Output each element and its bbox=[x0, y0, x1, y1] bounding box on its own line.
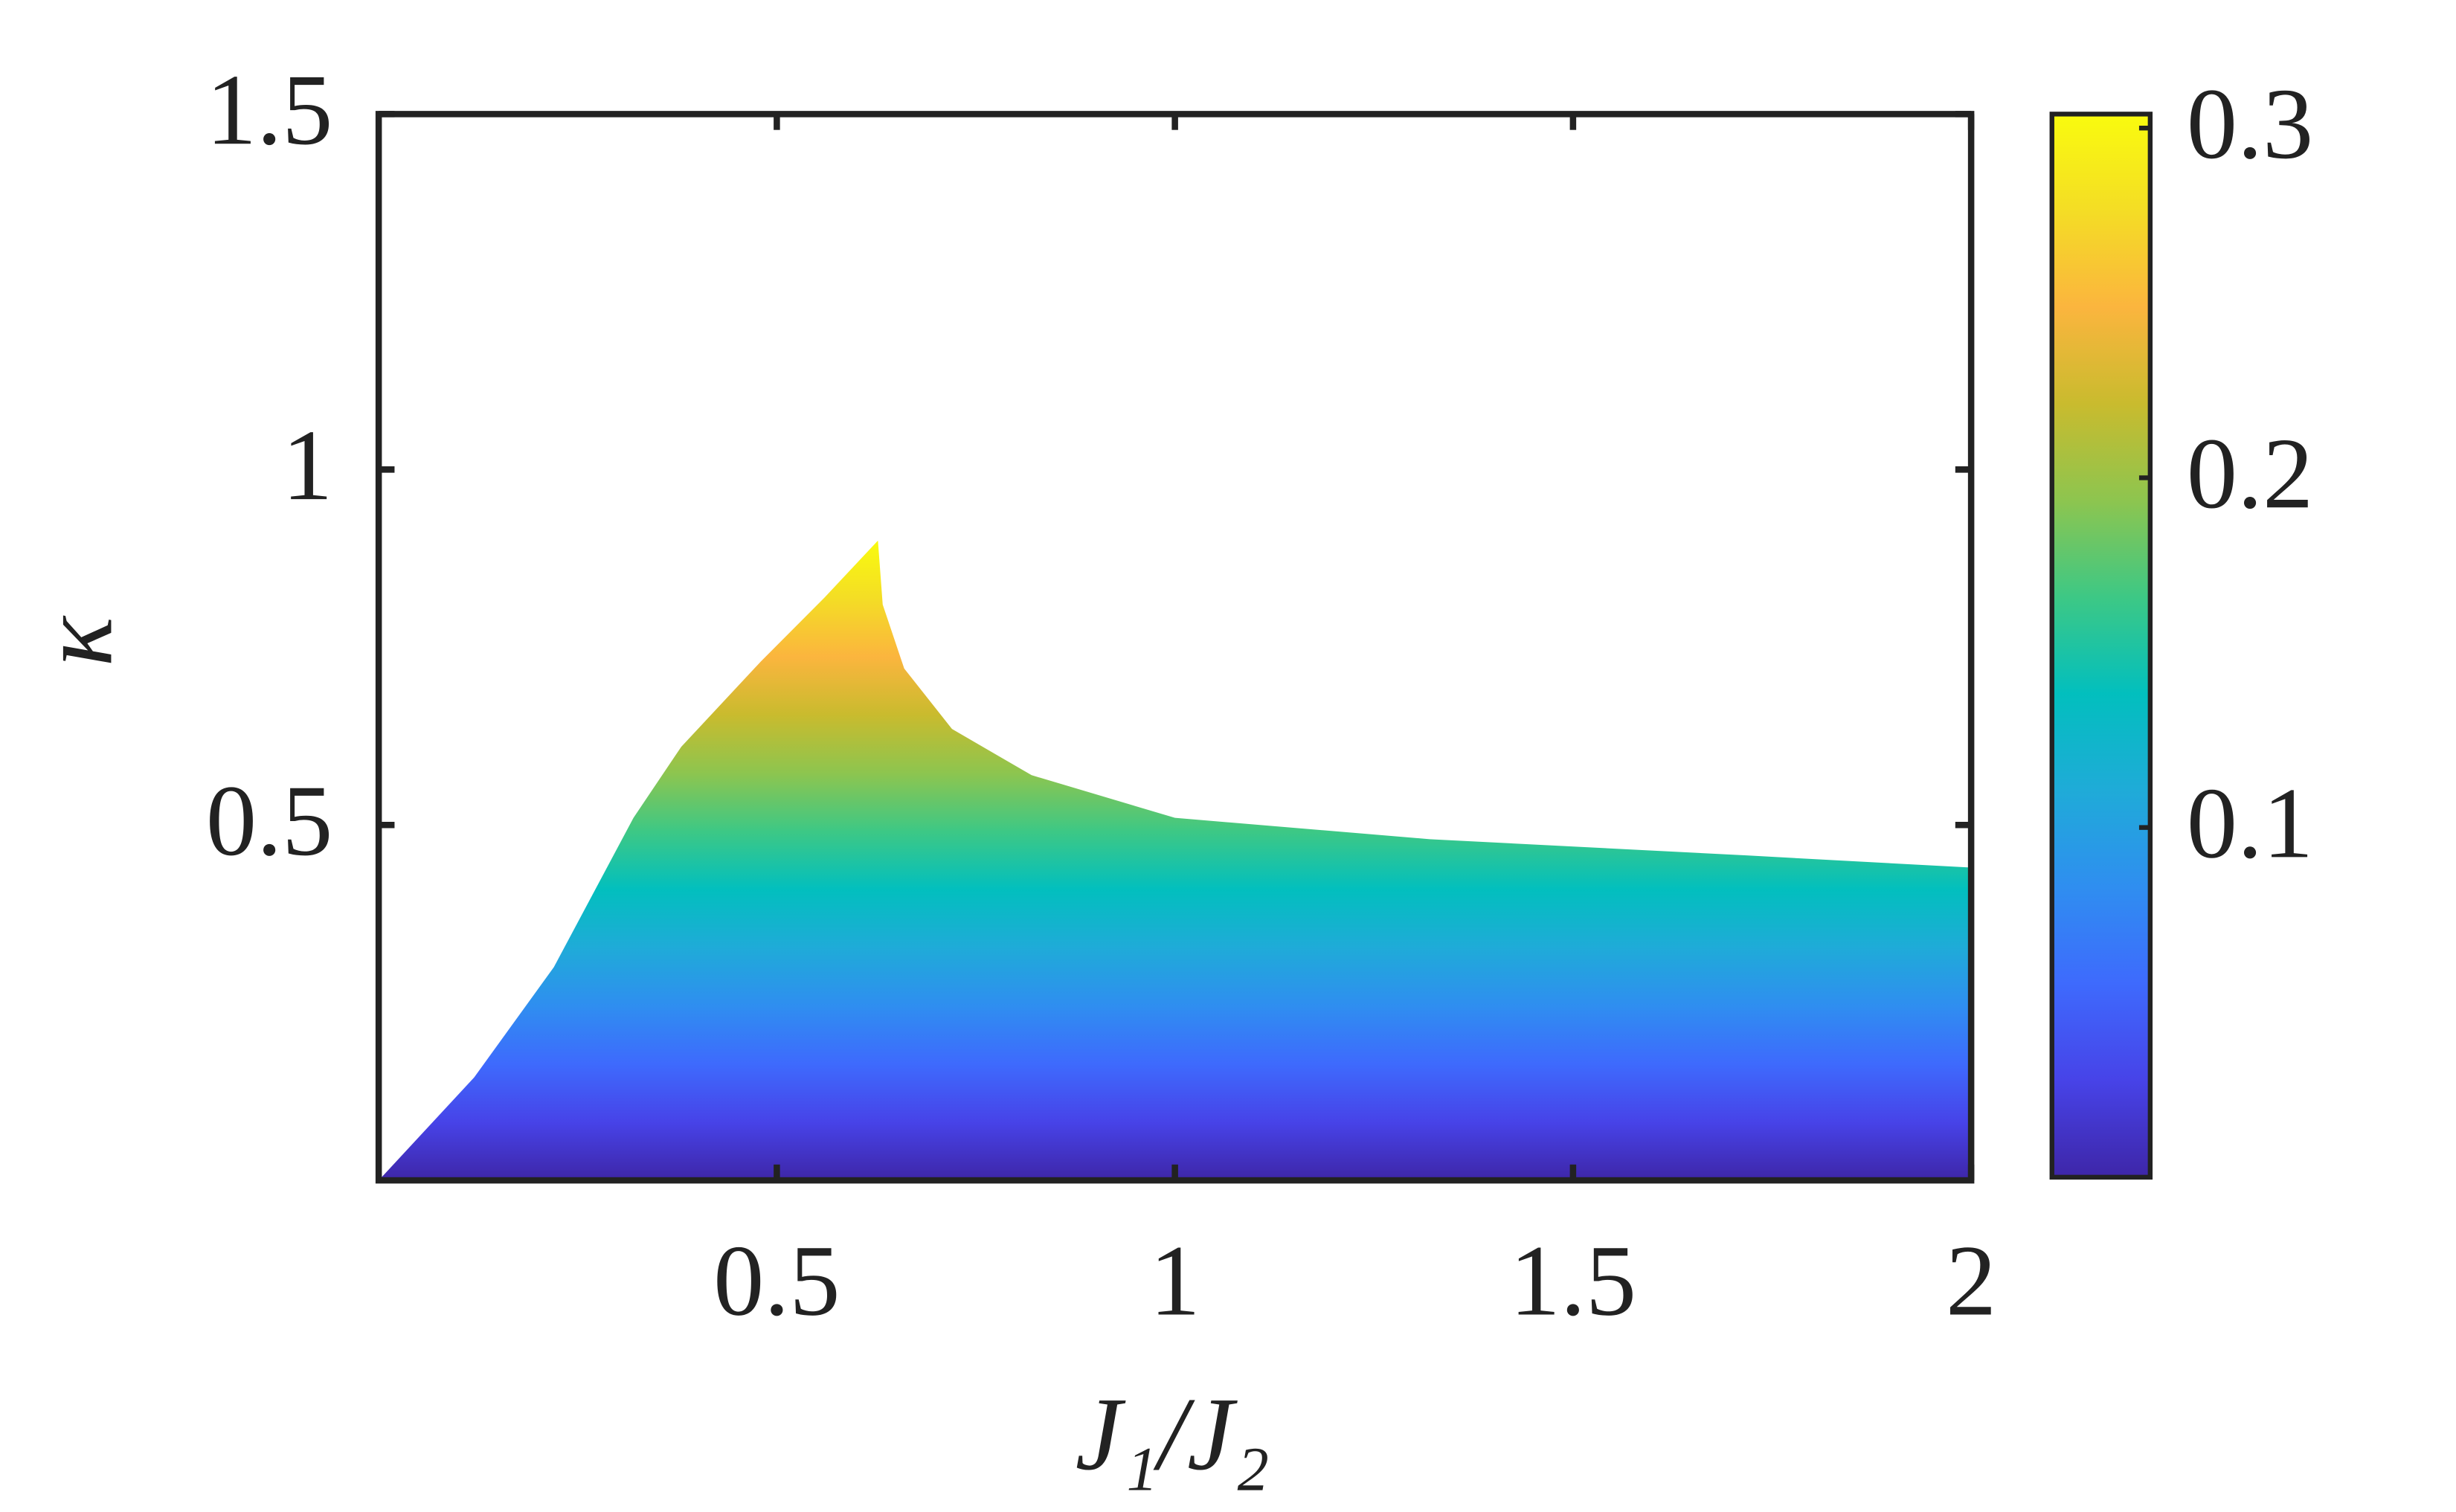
y-tick-label: 1 bbox=[282, 410, 332, 521]
y-tick-label: 1.5 bbox=[206, 54, 332, 166]
colorbar bbox=[2049, 112, 2153, 1180]
colorbar-tick-label: 0.1 bbox=[2187, 768, 2313, 879]
x-tick-label: 0.5 bbox=[713, 1226, 840, 1337]
x-axis-label: J₁/J₂ bbox=[1076, 1377, 1270, 1492]
y-axis-label: κ bbox=[19, 616, 134, 667]
colorbar-tick-label: 0.2 bbox=[2187, 418, 2313, 530]
y-tick-label: 0.5 bbox=[206, 765, 332, 877]
x-tick-label: 1 bbox=[1150, 1226, 1200, 1337]
x-tick-label: 2 bbox=[1946, 1226, 1996, 1337]
region bbox=[379, 540, 1972, 1181]
colorbar-tick-label: 0.3 bbox=[2187, 68, 2313, 180]
x-tick-label: 1.5 bbox=[1510, 1226, 1636, 1337]
